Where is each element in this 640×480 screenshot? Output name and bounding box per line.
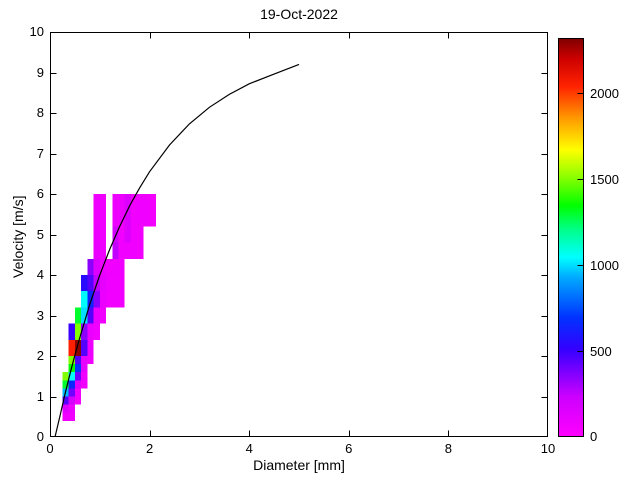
- heatmap-cell: [68, 404, 75, 413]
- heatmap-cell: [74, 380, 82, 389]
- colorbar-tick-label: 1500: [590, 171, 619, 187]
- y-tick-label: 2: [36, 348, 44, 363]
- heatmap-cell: [112, 258, 125, 275]
- heatmap-cell: [118, 226, 125, 243]
- x-tick-label: 2: [145, 441, 154, 456]
- heatmap-cell: [81, 339, 88, 356]
- y-tick-label: 8: [36, 105, 44, 120]
- raindrop-terminal-velocity-curve: [54, 63, 300, 437]
- heatmap-cell: [62, 412, 75, 421]
- x-tick-label: 10: [540, 441, 556, 456]
- heatmap-cell: [62, 372, 69, 381]
- heatmap-cell: [124, 242, 138, 259]
- heatmap-cell: [87, 339, 94, 356]
- heatmap-cell: [99, 307, 107, 324]
- y-tick-label: 7: [36, 145, 44, 161]
- chart-title: 19-Oct-2022: [260, 6, 338, 22]
- heatmap-cell: [74, 364, 82, 373]
- heatmap-cell: [112, 226, 119, 243]
- heatmap-cell: [74, 388, 82, 397]
- heatmap-cell: [99, 226, 107, 243]
- y-tick-label: 6: [36, 186, 44, 201]
- y-tick-label: 1: [36, 388, 44, 404]
- heatmap-cell: [62, 380, 69, 389]
- heatmap-cell: [68, 339, 75, 356]
- heatmap-cell: [81, 356, 88, 365]
- colorbar-tick-label: 0: [590, 428, 598, 444]
- heatmap-cell: [93, 242, 100, 259]
- heatmap-cell: [74, 307, 82, 324]
- heatmap-cell: [112, 242, 119, 259]
- heatmap-cell: [99, 242, 107, 259]
- colorbar-tick-label: 1000: [590, 257, 619, 273]
- heatmap-cell: [87, 291, 94, 308]
- heatmap-cell: [137, 242, 144, 259]
- heatmap-cell: [68, 372, 75, 381]
- heatmap-cell: [81, 291, 88, 308]
- heatmap-cell: [106, 291, 113, 308]
- heatmap-cell: [74, 396, 82, 405]
- colorbar-swatch: [558, 38, 584, 437]
- x-tick-label: 6: [345, 441, 353, 456]
- y-tick-label: 0: [36, 429, 44, 444]
- heatmap-cell: [112, 275, 125, 292]
- heatmap-cell: [87, 356, 94, 365]
- heatmap-cell: [124, 226, 131, 243]
- y-tick-label: 10: [29, 24, 44, 39]
- x-tick-label: 8: [444, 441, 452, 456]
- heatmap-cell: [87, 258, 94, 275]
- heatmap-cell: [118, 242, 125, 259]
- y-tick-label: 9: [36, 64, 44, 80]
- heatmap-cell: [99, 291, 107, 308]
- heatmap-cell: [74, 323, 82, 340]
- heatmap-cell: [81, 323, 88, 340]
- x-axis-label: Diameter [mm]: [253, 457, 345, 473]
- heatmap-cell: [68, 380, 75, 389]
- colorbar-tick-label: 2000: [590, 85, 619, 101]
- heatmap-cell: [68, 356, 75, 365]
- heatmap-cell: [93, 258, 100, 275]
- heatmap-cell: [106, 275, 113, 292]
- heatmap-cell: [99, 275, 107, 292]
- heatmap-cell: [93, 307, 100, 324]
- heatmap-cell: [130, 226, 144, 243]
- heatmap-cell: [93, 226, 100, 243]
- x-tick-label: 4: [245, 441, 253, 456]
- heatmap-cell: [81, 372, 88, 381]
- plot-area: [50, 32, 548, 437]
- heatmap-cell: [81, 364, 88, 373]
- axes-box: [50, 32, 548, 437]
- heatmap-cell: [87, 307, 94, 324]
- colorbar-tick-label: 500: [590, 343, 612, 359]
- heatmap-cell: [112, 194, 125, 227]
- colorbar: [558, 38, 584, 437]
- heatmap-cell: [68, 396, 75, 405]
- colorbar-box: [558, 38, 584, 437]
- heatmap-cell: [112, 291, 125, 308]
- heatmap-cell: [93, 194, 107, 227]
- heatmap-cell: [68, 323, 75, 340]
- heatmap-cell: [87, 275, 94, 292]
- heatmap-cell: [74, 372, 82, 381]
- heatmap-cell: [74, 339, 82, 356]
- heatmap-cell: [62, 404, 69, 413]
- y-tick-label: 5: [36, 226, 44, 242]
- heatmap-cell: [74, 356, 82, 365]
- heatmap-cell: [137, 194, 150, 227]
- heatmap-cell: [130, 194, 138, 227]
- heatmap-cell: [93, 323, 100, 340]
- y-tick-label: 4: [36, 267, 44, 282]
- heatmap-cell: [149, 194, 156, 227]
- heatmap-cell: [106, 258, 113, 275]
- heatmap-cell: [93, 291, 100, 308]
- heatmap-cell: [68, 388, 75, 397]
- y-tick-label: 3: [36, 307, 44, 323]
- heatmap-cell: [81, 380, 88, 389]
- heatmap-cell: [81, 275, 88, 292]
- heatmap-cell: [81, 307, 88, 324]
- heatmap-cell: [62, 396, 69, 405]
- heatmap-cell: [87, 323, 94, 340]
- x-tick-label: 0: [46, 441, 54, 456]
